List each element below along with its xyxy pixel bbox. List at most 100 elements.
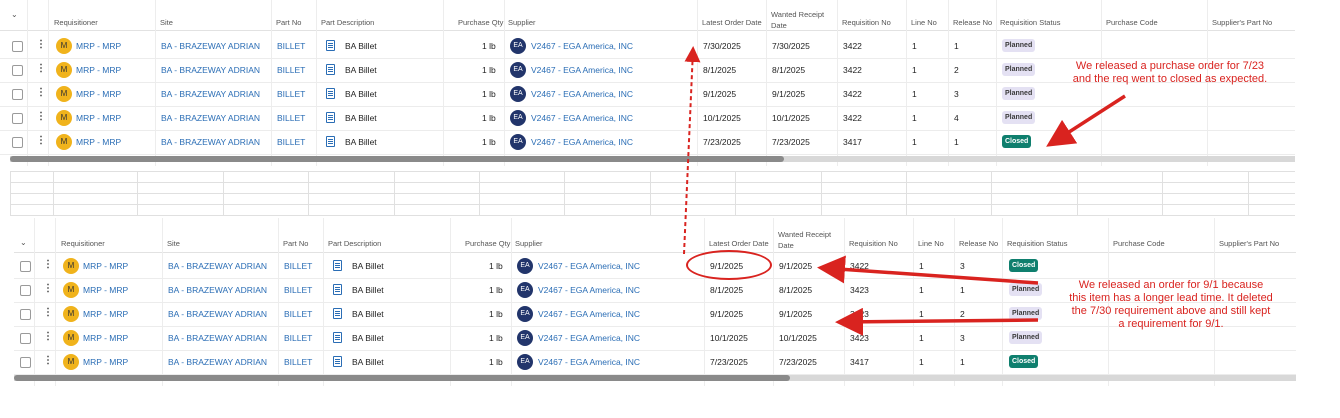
part-no-link[interactable]: BILLET xyxy=(277,89,306,99)
requisitioner-link[interactable]: MRP - MRP xyxy=(83,357,129,367)
col-requisitioner[interactable]: Requisitioner xyxy=(61,239,105,248)
supplier-link[interactable]: V2467 - EGA America, INC xyxy=(538,357,641,367)
col-requisition-status[interactable]: Requisition Status xyxy=(1000,18,1061,27)
col-line-no[interactable]: Line No xyxy=(918,239,944,248)
horizontal-scrollbar[interactable] xyxy=(10,156,784,162)
row-checkbox[interactable] xyxy=(20,333,31,344)
col-site[interactable]: Site xyxy=(167,239,180,248)
col-purchase-qty[interactable]: Purchase Qty xyxy=(465,239,511,248)
supplier-link[interactable]: V2467 - EGA America, INC xyxy=(531,89,634,99)
site-link[interactable]: BA - BRAZEWAY ADRIAN xyxy=(168,261,268,271)
requisitioner-link[interactable]: MRP - MRP xyxy=(83,285,129,295)
part-no-link[interactable]: BILLET xyxy=(284,285,313,295)
kebab-menu-icon[interactable]: ⋮ xyxy=(43,331,53,342)
col-wanted-receipt-date-line2[interactable]: Date xyxy=(771,21,787,30)
part-no-link[interactable]: BILLET xyxy=(284,333,313,343)
col-requisition-no[interactable]: Requisition No xyxy=(842,18,891,27)
kebab-menu-icon[interactable]: ⋮ xyxy=(43,355,53,366)
col-line-no[interactable]: Line No xyxy=(911,18,937,27)
kebab-menu-icon[interactable]: ⋮ xyxy=(36,87,46,98)
table-row[interactable]: ⋮ M MRP - MRP BA - BRAZEWAY ADRIAN BILLE… xyxy=(14,254,1296,279)
row-checkbox[interactable] xyxy=(20,309,31,320)
col-part-description[interactable]: Part Description xyxy=(321,18,375,27)
kebab-menu-icon[interactable]: ⋮ xyxy=(43,259,53,270)
col-purchase-qty[interactable]: Purchase Qty xyxy=(458,18,504,27)
table-row[interactable]: ⋮ M MRP - MRP BA - BRAZEWAY ADRIAN BILLE… xyxy=(0,82,1295,107)
col-purchase-code[interactable]: Purchase Code xyxy=(1113,239,1165,248)
part-no-link[interactable]: BILLET xyxy=(284,261,313,271)
row-checkbox[interactable] xyxy=(20,261,31,272)
col-requisition-no[interactable]: Requisition No xyxy=(849,239,898,248)
site-link[interactable]: BA - BRAZEWAY ADRIAN xyxy=(161,137,261,147)
kebab-menu-icon[interactable]: ⋮ xyxy=(36,39,46,50)
col-supplier[interactable]: Supplier xyxy=(515,239,543,248)
supplier-link[interactable]: V2467 - EGA America, INC xyxy=(531,41,634,51)
requisitioner-link[interactable]: MRP - MRP xyxy=(76,41,122,51)
supplier-link[interactable]: V2467 - EGA America, INC xyxy=(531,113,634,123)
part-no-link[interactable]: BILLET xyxy=(277,41,306,51)
requisitioner-link[interactable]: MRP - MRP xyxy=(83,309,129,319)
requisitioner-link[interactable]: MRP - MRP xyxy=(83,261,129,271)
site-link[interactable]: BA - BRAZEWAY ADRIAN xyxy=(161,65,261,75)
site-link[interactable]: BA - BRAZEWAY ADRIAN xyxy=(161,113,261,123)
site-link[interactable]: BA - BRAZEWAY ADRIAN xyxy=(161,89,261,99)
select-all-chevron-icon[interactable]: ⌄ xyxy=(20,238,27,247)
part-no-link[interactable]: BILLET xyxy=(284,309,313,319)
row-checkbox[interactable] xyxy=(12,41,23,52)
col-purchase-code[interactable]: Purchase Code xyxy=(1106,18,1158,27)
col-requisition-status[interactable]: Requisition Status xyxy=(1007,239,1068,248)
table-row[interactable]: ⋮ M MRP - MRP BA - BRAZEWAY ADRIAN BILLE… xyxy=(0,106,1295,131)
table-row[interactable]: ⋮ M MRP - MRP BA - BRAZEWAY ADRIAN BILLE… xyxy=(14,278,1296,303)
table-row[interactable]: ⋮ M MRP - MRP BA - BRAZEWAY ADRIAN BILLE… xyxy=(0,34,1295,59)
row-checkbox[interactable] xyxy=(12,137,23,148)
col-suppliers-part-no[interactable]: Supplier's Part No xyxy=(1219,239,1280,248)
col-release-no[interactable]: Release No xyxy=(959,239,999,248)
requisitioner-link[interactable]: MRP - MRP xyxy=(76,65,122,75)
site-link[interactable]: BA - BRAZEWAY ADRIAN xyxy=(168,309,268,319)
supplier-link[interactable]: V2467 - EGA America, INC xyxy=(538,309,641,319)
site-link[interactable]: BA - BRAZEWAY ADRIAN xyxy=(168,285,268,295)
row-checkbox[interactable] xyxy=(12,65,23,76)
col-part-no[interactable]: Part No xyxy=(283,239,309,248)
col-wanted-receipt-date-line2[interactable]: Date xyxy=(778,241,794,250)
col-part-no[interactable]: Part No xyxy=(276,18,302,27)
select-all-chevron-icon[interactable]: ⌄ xyxy=(11,10,18,19)
site-link[interactable]: BA - BRAZEWAY ADRIAN xyxy=(161,41,261,51)
part-no-link[interactable]: BILLET xyxy=(277,65,306,75)
horizontal-scrollbar[interactable] xyxy=(14,375,790,381)
supplier-link[interactable]: V2467 - EGA America, INC xyxy=(531,137,634,147)
row-checkbox[interactable] xyxy=(20,357,31,368)
supplier-link[interactable]: V2467 - EGA America, INC xyxy=(538,333,641,343)
kebab-menu-icon[interactable]: ⋮ xyxy=(36,111,46,122)
col-suppliers-part-no[interactable]: Supplier's Part No xyxy=(1212,18,1273,27)
requisitioner-link[interactable]: MRP - MRP xyxy=(76,89,122,99)
supplier-link[interactable]: V2467 - EGA America, INC xyxy=(538,261,641,271)
col-latest-order-date[interactable]: Latest Order Date xyxy=(702,18,762,27)
col-release-no[interactable]: Release No xyxy=(953,18,993,27)
supplier-link[interactable]: V2467 - EGA America, INC xyxy=(531,65,634,75)
part-no-link[interactable]: BILLET xyxy=(284,357,313,367)
supplier-link[interactable]: V2467 - EGA America, INC xyxy=(538,285,641,295)
requisitioner-link[interactable]: MRP - MRP xyxy=(76,137,122,147)
part-no-link[interactable]: BILLET xyxy=(277,137,306,147)
row-checkbox[interactable] xyxy=(12,89,23,100)
col-part-description[interactable]: Part Description xyxy=(328,239,382,248)
part-no-link[interactable]: BILLET xyxy=(277,113,306,123)
row-checkbox[interactable] xyxy=(12,113,23,124)
site-link[interactable]: BA - BRAZEWAY ADRIAN xyxy=(168,357,268,367)
table-row[interactable]: ⋮ M MRP - MRP BA - BRAZEWAY ADRIAN BILLE… xyxy=(14,350,1296,375)
col-supplier[interactable]: Supplier xyxy=(508,18,536,27)
col-requisitioner[interactable]: Requisitioner xyxy=(54,18,98,27)
table-row[interactable]: ⋮ M MRP - MRP BA - BRAZEWAY ADRIAN BILLE… xyxy=(0,58,1295,83)
kebab-menu-icon[interactable]: ⋮ xyxy=(36,135,46,146)
col-wanted-receipt-date-line1[interactable]: Wanted Receipt xyxy=(778,230,832,239)
requisitioner-link[interactable]: MRP - MRP xyxy=(76,113,122,123)
kebab-menu-icon[interactable]: ⋮ xyxy=(43,283,53,294)
requisitioner-link[interactable]: MRP - MRP xyxy=(83,333,129,343)
col-site[interactable]: Site xyxy=(160,18,173,27)
col-latest-order-date[interactable]: Latest Order Date xyxy=(709,239,769,248)
table-row[interactable]: ⋮ M MRP - MRP BA - BRAZEWAY ADRIAN BILLE… xyxy=(0,130,1295,155)
table-row[interactable]: ⋮ M MRP - MRP BA - BRAZEWAY ADRIAN BILLE… xyxy=(14,326,1296,351)
row-checkbox[interactable] xyxy=(20,285,31,296)
col-wanted-receipt-date-line1[interactable]: Wanted Receipt xyxy=(771,10,825,19)
